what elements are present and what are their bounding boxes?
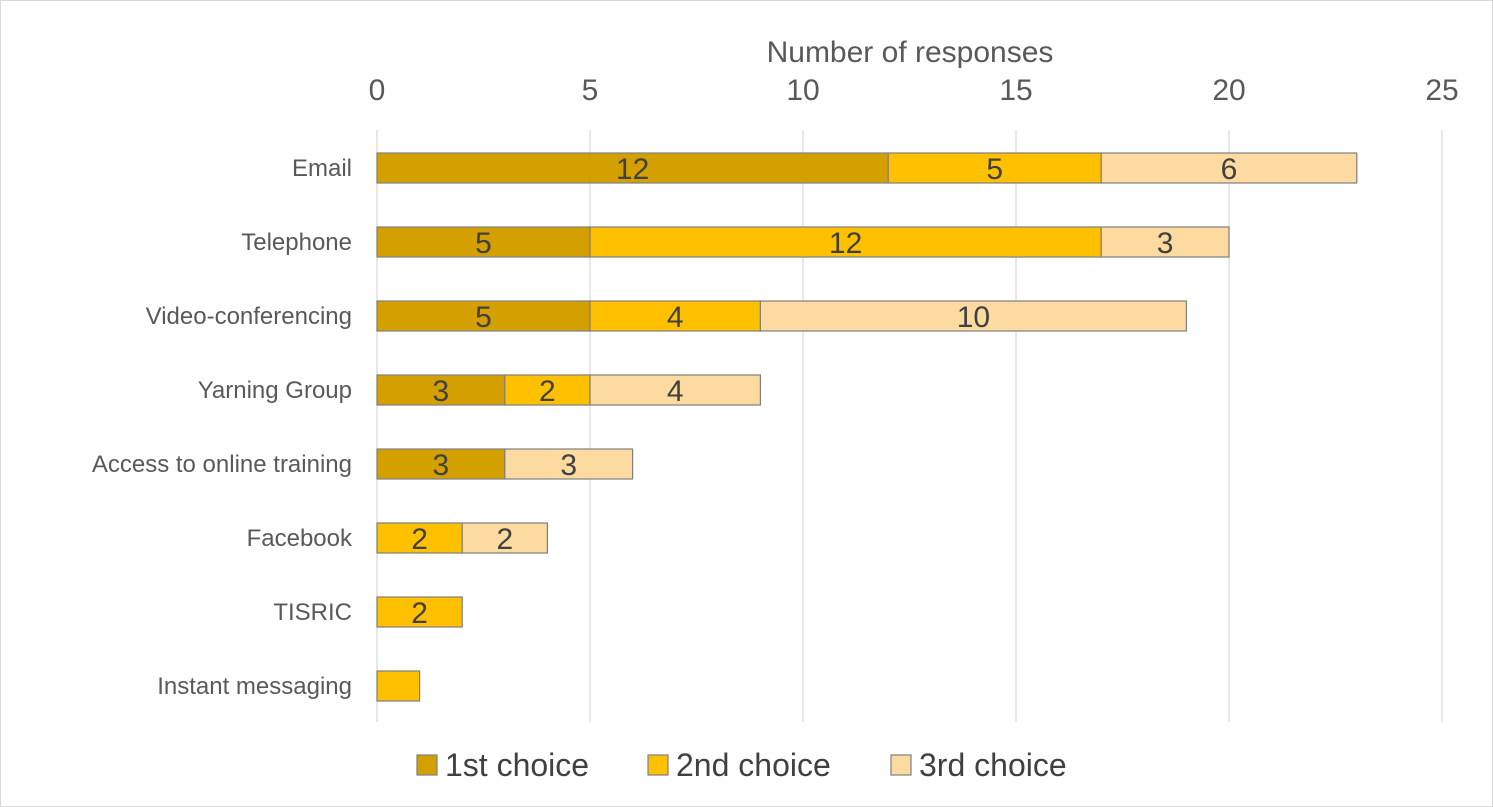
bar-segment xyxy=(504,374,591,406)
category-label: Video-conferencing xyxy=(146,303,352,330)
gridlines xyxy=(376,130,1443,722)
data-label: 3 xyxy=(433,375,450,408)
bar-segment xyxy=(376,374,506,406)
data-label: 10 xyxy=(957,301,990,334)
bars xyxy=(376,152,1358,702)
category-label: Email xyxy=(292,155,352,182)
data-label: 5 xyxy=(475,301,492,334)
x-axis-ticks: 0 5 10 15 20 25 xyxy=(369,74,1459,107)
bar-segment xyxy=(1100,152,1358,184)
bar-segment xyxy=(376,300,591,332)
data-label: 4 xyxy=(667,301,684,334)
data-label: 3 xyxy=(560,449,577,482)
x-tick-label: 20 xyxy=(1212,74,1245,107)
category-label: Instant messaging xyxy=(157,673,352,700)
legend: 1st choice 2nd choice 3rd choice xyxy=(416,747,1067,783)
bar-segment xyxy=(759,300,1188,332)
data-label: 5 xyxy=(986,153,1003,186)
category-axis: Email Telephone Video-conferencing Yarning … xyxy=(92,155,353,700)
legend-label: 2nd choice xyxy=(676,747,831,783)
x-tick-label: 5 xyxy=(582,74,599,107)
bar-segment xyxy=(589,374,761,406)
legend-label: 3rd choice xyxy=(919,747,1067,783)
category-label: Facebook xyxy=(247,525,353,552)
data-label: 5 xyxy=(475,227,492,260)
x-tick-label: 25 xyxy=(1425,74,1458,107)
data-label: 2 xyxy=(411,523,428,556)
data-label: 6 xyxy=(1221,153,1238,186)
data-label: 3 xyxy=(1157,227,1174,260)
bar-segment xyxy=(504,448,634,480)
bar-segment xyxy=(376,448,506,480)
bar-segment xyxy=(589,226,1102,258)
category-label: Access to online training xyxy=(92,451,352,478)
bar-segment xyxy=(1100,226,1230,258)
bar-segment xyxy=(376,226,591,258)
data-label: 12 xyxy=(829,227,862,260)
legend-swatch xyxy=(890,754,912,776)
x-tick-label: 15 xyxy=(999,74,1032,107)
category-label: Yarning Group xyxy=(198,377,352,404)
data-labels: 12 5 6 5 12 3 5 4 10 3 2 4 3 3 2 2 2 xyxy=(411,153,1237,630)
data-label: 4 xyxy=(667,375,684,408)
legend-swatch xyxy=(647,754,669,776)
x-tick-label: 0 xyxy=(369,74,386,107)
bar-segment xyxy=(589,300,761,332)
data-label: 2 xyxy=(539,375,556,408)
bar-segment xyxy=(461,522,549,554)
bar-segment xyxy=(376,596,463,628)
x-tick-label: 10 xyxy=(786,74,819,107)
bar-segment xyxy=(376,670,421,702)
data-label: 2 xyxy=(496,523,513,556)
data-label: 3 xyxy=(433,449,450,482)
category-label: TISRIC xyxy=(273,599,352,626)
legend-swatch xyxy=(416,754,438,776)
category-label: Telephone xyxy=(241,229,352,256)
x-axis-title: Number of responses xyxy=(767,36,1054,69)
legend-label: 1st choice xyxy=(445,747,589,783)
data-label: 12 xyxy=(616,153,649,186)
data-label: 2 xyxy=(411,597,428,630)
